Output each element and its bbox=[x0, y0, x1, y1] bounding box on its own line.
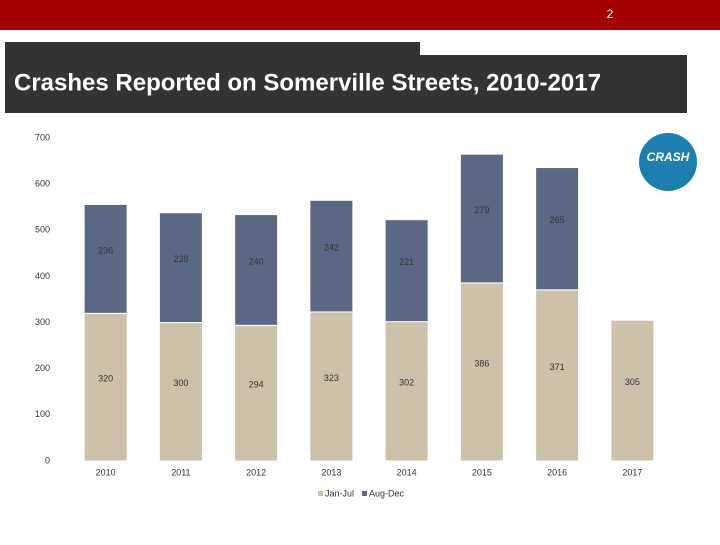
top-band bbox=[0, 0, 720, 30]
y-tick-label: 700 bbox=[35, 132, 50, 142]
data-label: 371 bbox=[550, 362, 565, 372]
data-label: 302 bbox=[399, 378, 414, 388]
y-tick-label: 600 bbox=[35, 179, 50, 189]
bar-segment bbox=[535, 289, 580, 462]
data-label: 305 bbox=[625, 377, 640, 387]
chart: 0 100 200 300 400 500 600 700 2010 320 236 2011 300 2… bbox=[35, 132, 655, 498]
y-tick-label: 0 bbox=[45, 455, 50, 465]
data-label: 265 bbox=[550, 215, 565, 225]
x-tick-label: 2010 bbox=[96, 467, 116, 477]
bar-segment bbox=[234, 324, 279, 462]
data-label: 300 bbox=[173, 378, 188, 388]
bar-segment bbox=[309, 199, 354, 313]
x-tick-label: 2015 bbox=[472, 467, 492, 477]
x-tick-label: 2012 bbox=[246, 467, 266, 477]
x-tick-label: 2011 bbox=[171, 467, 190, 477]
y-tick-label: 200 bbox=[35, 363, 50, 373]
bar-segment bbox=[384, 219, 429, 323]
data-label: 242 bbox=[324, 243, 339, 253]
data-label: 323 bbox=[324, 373, 339, 383]
bar-segment bbox=[234, 214, 279, 326]
data-label: 236 bbox=[98, 245, 113, 255]
bar-segment bbox=[384, 321, 429, 462]
legend-swatch bbox=[362, 491, 368, 496]
data-label: 240 bbox=[249, 256, 264, 266]
bar-segment bbox=[158, 212, 203, 324]
data-label: 238 bbox=[173, 254, 188, 264]
bar-segment bbox=[158, 322, 203, 462]
data-label: 279 bbox=[474, 205, 489, 215]
x-tick-label: 2013 bbox=[321, 467, 341, 477]
legend-swatch bbox=[318, 491, 323, 496]
bar-segment bbox=[535, 167, 580, 291]
legend-label: Aug-Dec bbox=[369, 488, 405, 498]
y-tick-label: 300 bbox=[35, 317, 50, 327]
x-tick-label: 2016 bbox=[547, 467, 567, 477]
bar-segment bbox=[459, 282, 504, 462]
bar-segment bbox=[83, 203, 128, 314]
data-label: 386 bbox=[474, 358, 489, 368]
page-number: 2 bbox=[607, 7, 614, 21]
bar-segment bbox=[83, 312, 128, 462]
chart-title: Crashes Reported on Somerville Streets, … bbox=[14, 69, 601, 96]
logo bbox=[639, 133, 697, 191]
data-label: 294 bbox=[249, 380, 264, 390]
title-tab bbox=[5, 42, 420, 56]
logo-text: CRASH bbox=[647, 150, 690, 164]
data-label: 221 bbox=[399, 257, 414, 267]
x-tick-label: 2017 bbox=[622, 467, 642, 477]
y-tick-label: 500 bbox=[35, 225, 50, 235]
y-tick-label: 400 bbox=[35, 271, 50, 281]
bar-segment bbox=[610, 319, 655, 462]
bar-segment bbox=[459, 153, 504, 284]
bar-segment bbox=[309, 311, 354, 462]
y-tick-label: 100 bbox=[35, 409, 50, 419]
title-band bbox=[5, 55, 687, 113]
data-label: 320 bbox=[98, 374, 113, 384]
legend-label: Jan-Jul bbox=[325, 488, 354, 498]
x-tick-label: 2014 bbox=[397, 467, 417, 477]
